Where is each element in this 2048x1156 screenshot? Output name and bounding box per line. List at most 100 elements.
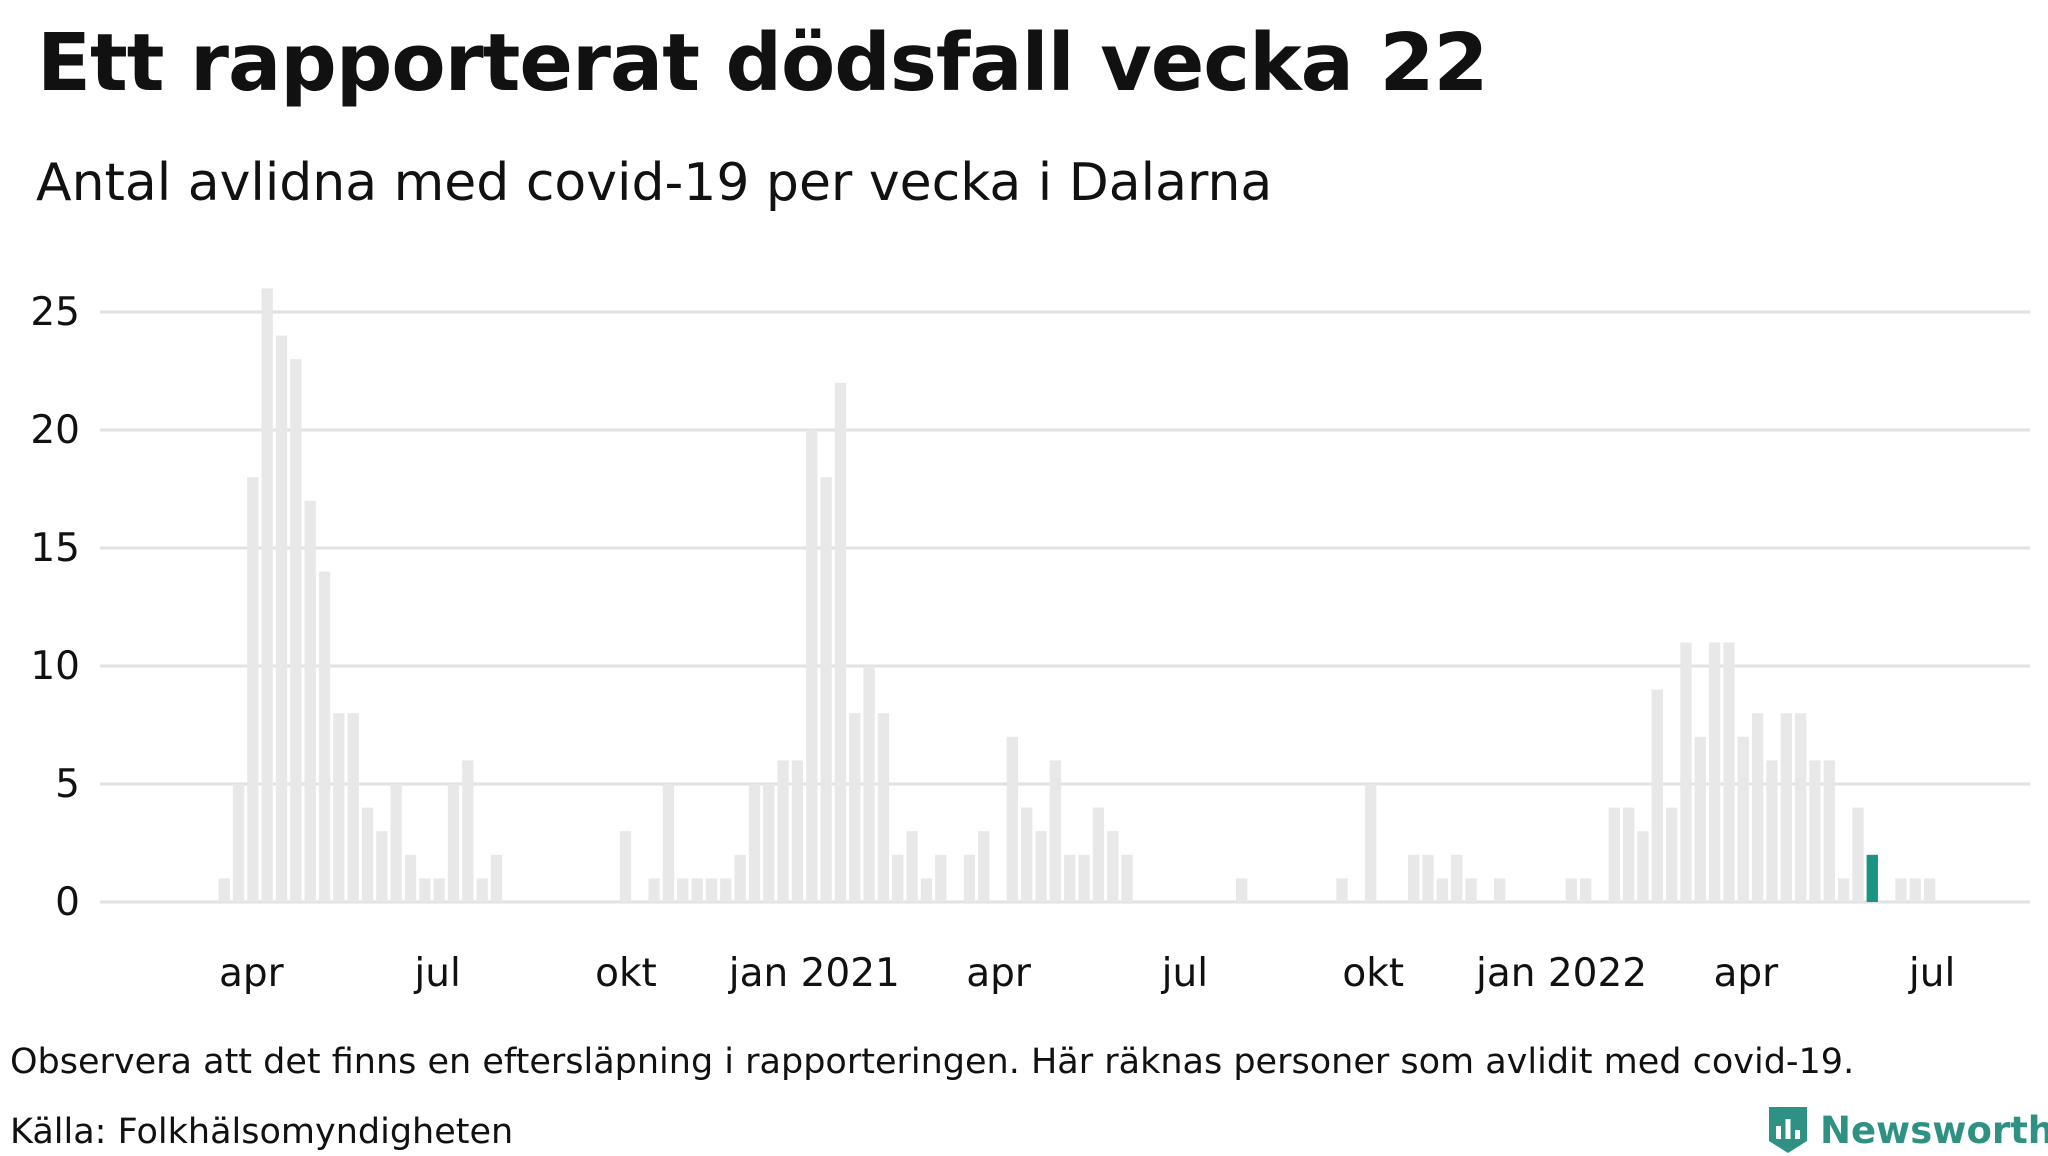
bar (820, 477, 832, 902)
bar (1092, 807, 1105, 902)
x-tick-label: jul (1908, 951, 1955, 996)
bar (1751, 713, 1764, 902)
bar (1909, 878, 1921, 902)
bar (462, 760, 474, 902)
bar (763, 784, 775, 902)
bar (920, 878, 933, 902)
bar (720, 878, 732, 902)
bar (390, 784, 402, 902)
bar (1035, 831, 1047, 902)
bar (935, 854, 947, 902)
bar (433, 878, 445, 902)
bar (290, 359, 302, 902)
bar (978, 831, 990, 902)
bar (261, 288, 273, 902)
bar (1451, 854, 1463, 902)
x-tick-label: jan 2022 (1475, 951, 1647, 996)
bar (906, 831, 918, 902)
x-axis-ticks: apr jul okt jan 2021 apr jul okt jan 2022 apr jul (219, 951, 1955, 996)
bar (1049, 760, 1062, 902)
bar (791, 760, 804, 902)
bar (1493, 878, 1506, 902)
bar (247, 477, 259, 902)
bar (849, 713, 861, 902)
bar (1436, 878, 1449, 902)
bar (1465, 878, 1477, 902)
bar (662, 784, 675, 902)
bar (1078, 854, 1090, 902)
bar (333, 713, 345, 902)
bar (1622, 807, 1635, 902)
bar (1408, 854, 1420, 902)
y-tick-label: 20 (30, 408, 80, 453)
bar (275, 335, 288, 903)
bar (232, 784, 245, 902)
bar (1794, 713, 1807, 902)
bar (877, 713, 890, 902)
bar-chart: 0 5 10 15 20 25 apr jul okt jan 2021 apr jul okt jan… (30, 288, 2030, 996)
bar (304, 500, 316, 902)
x-tick-label: apr (966, 951, 1032, 996)
bar (834, 382, 847, 902)
bar (1021, 807, 1033, 902)
chart-title: Ett rapporterat dödsfall vecka 22 (37, 17, 1488, 109)
bar (1336, 878, 1348, 902)
newsworthy-logo: Newsworthy (1766, 1104, 2048, 1156)
footnote: Observera att det finns en eftersläpning… (10, 1042, 1855, 1082)
y-tick-label: 25 (30, 290, 80, 335)
y-axis-ticks: 0 5 10 15 20 25 (30, 290, 80, 925)
bar (619, 831, 632, 902)
x-tick-label: apr (219, 951, 285, 996)
y-tick-label: 0 (55, 880, 80, 925)
highlighted-bar (1866, 854, 1878, 902)
x-tick-label: jan 2021 (728, 951, 900, 996)
bar (447, 784, 460, 902)
bar (705, 878, 718, 902)
bar (1723, 642, 1735, 902)
bar (1236, 878, 1248, 902)
bar (1422, 854, 1434, 902)
bars (218, 288, 1936, 903)
bar (1895, 878, 1907, 902)
x-tick-label: okt (1342, 951, 1404, 996)
bar (1923, 878, 1936, 902)
x-tick-label: jul (1161, 951, 1208, 996)
bar (1766, 760, 1778, 902)
bar (1737, 736, 1749, 902)
bar (892, 854, 904, 902)
bar (1608, 807, 1620, 902)
bar (419, 878, 431, 902)
y-tick-label: 5 (55, 762, 80, 807)
bar (691, 878, 703, 902)
bar (347, 713, 359, 902)
bar (1064, 854, 1076, 902)
bar (1365, 784, 1377, 902)
x-tick-label: okt (595, 951, 657, 996)
bar (1680, 642, 1692, 902)
bar (1579, 878, 1592, 902)
bar (1651, 689, 1663, 902)
bar (1809, 760, 1821, 902)
bar (490, 854, 503, 902)
bar (734, 854, 746, 902)
bar (1565, 878, 1577, 902)
bar (1121, 854, 1133, 902)
bar (1637, 831, 1649, 902)
bar (1107, 831, 1119, 902)
bar (218, 878, 230, 902)
bar (777, 760, 789, 902)
x-tick-label: jul (413, 951, 460, 996)
bar (648, 878, 660, 902)
bar (1823, 760, 1835, 902)
bar (806, 430, 818, 902)
bar (318, 571, 331, 902)
bar (404, 854, 417, 902)
bar (376, 831, 388, 902)
bar (1694, 736, 1706, 902)
bar-chart-badge-icon (1769, 1107, 1807, 1153)
x-tick-label: apr (1713, 951, 1779, 996)
y-tick-label: 10 (30, 644, 80, 689)
bar (748, 784, 761, 902)
bar (963, 854, 976, 902)
bar (863, 666, 875, 902)
